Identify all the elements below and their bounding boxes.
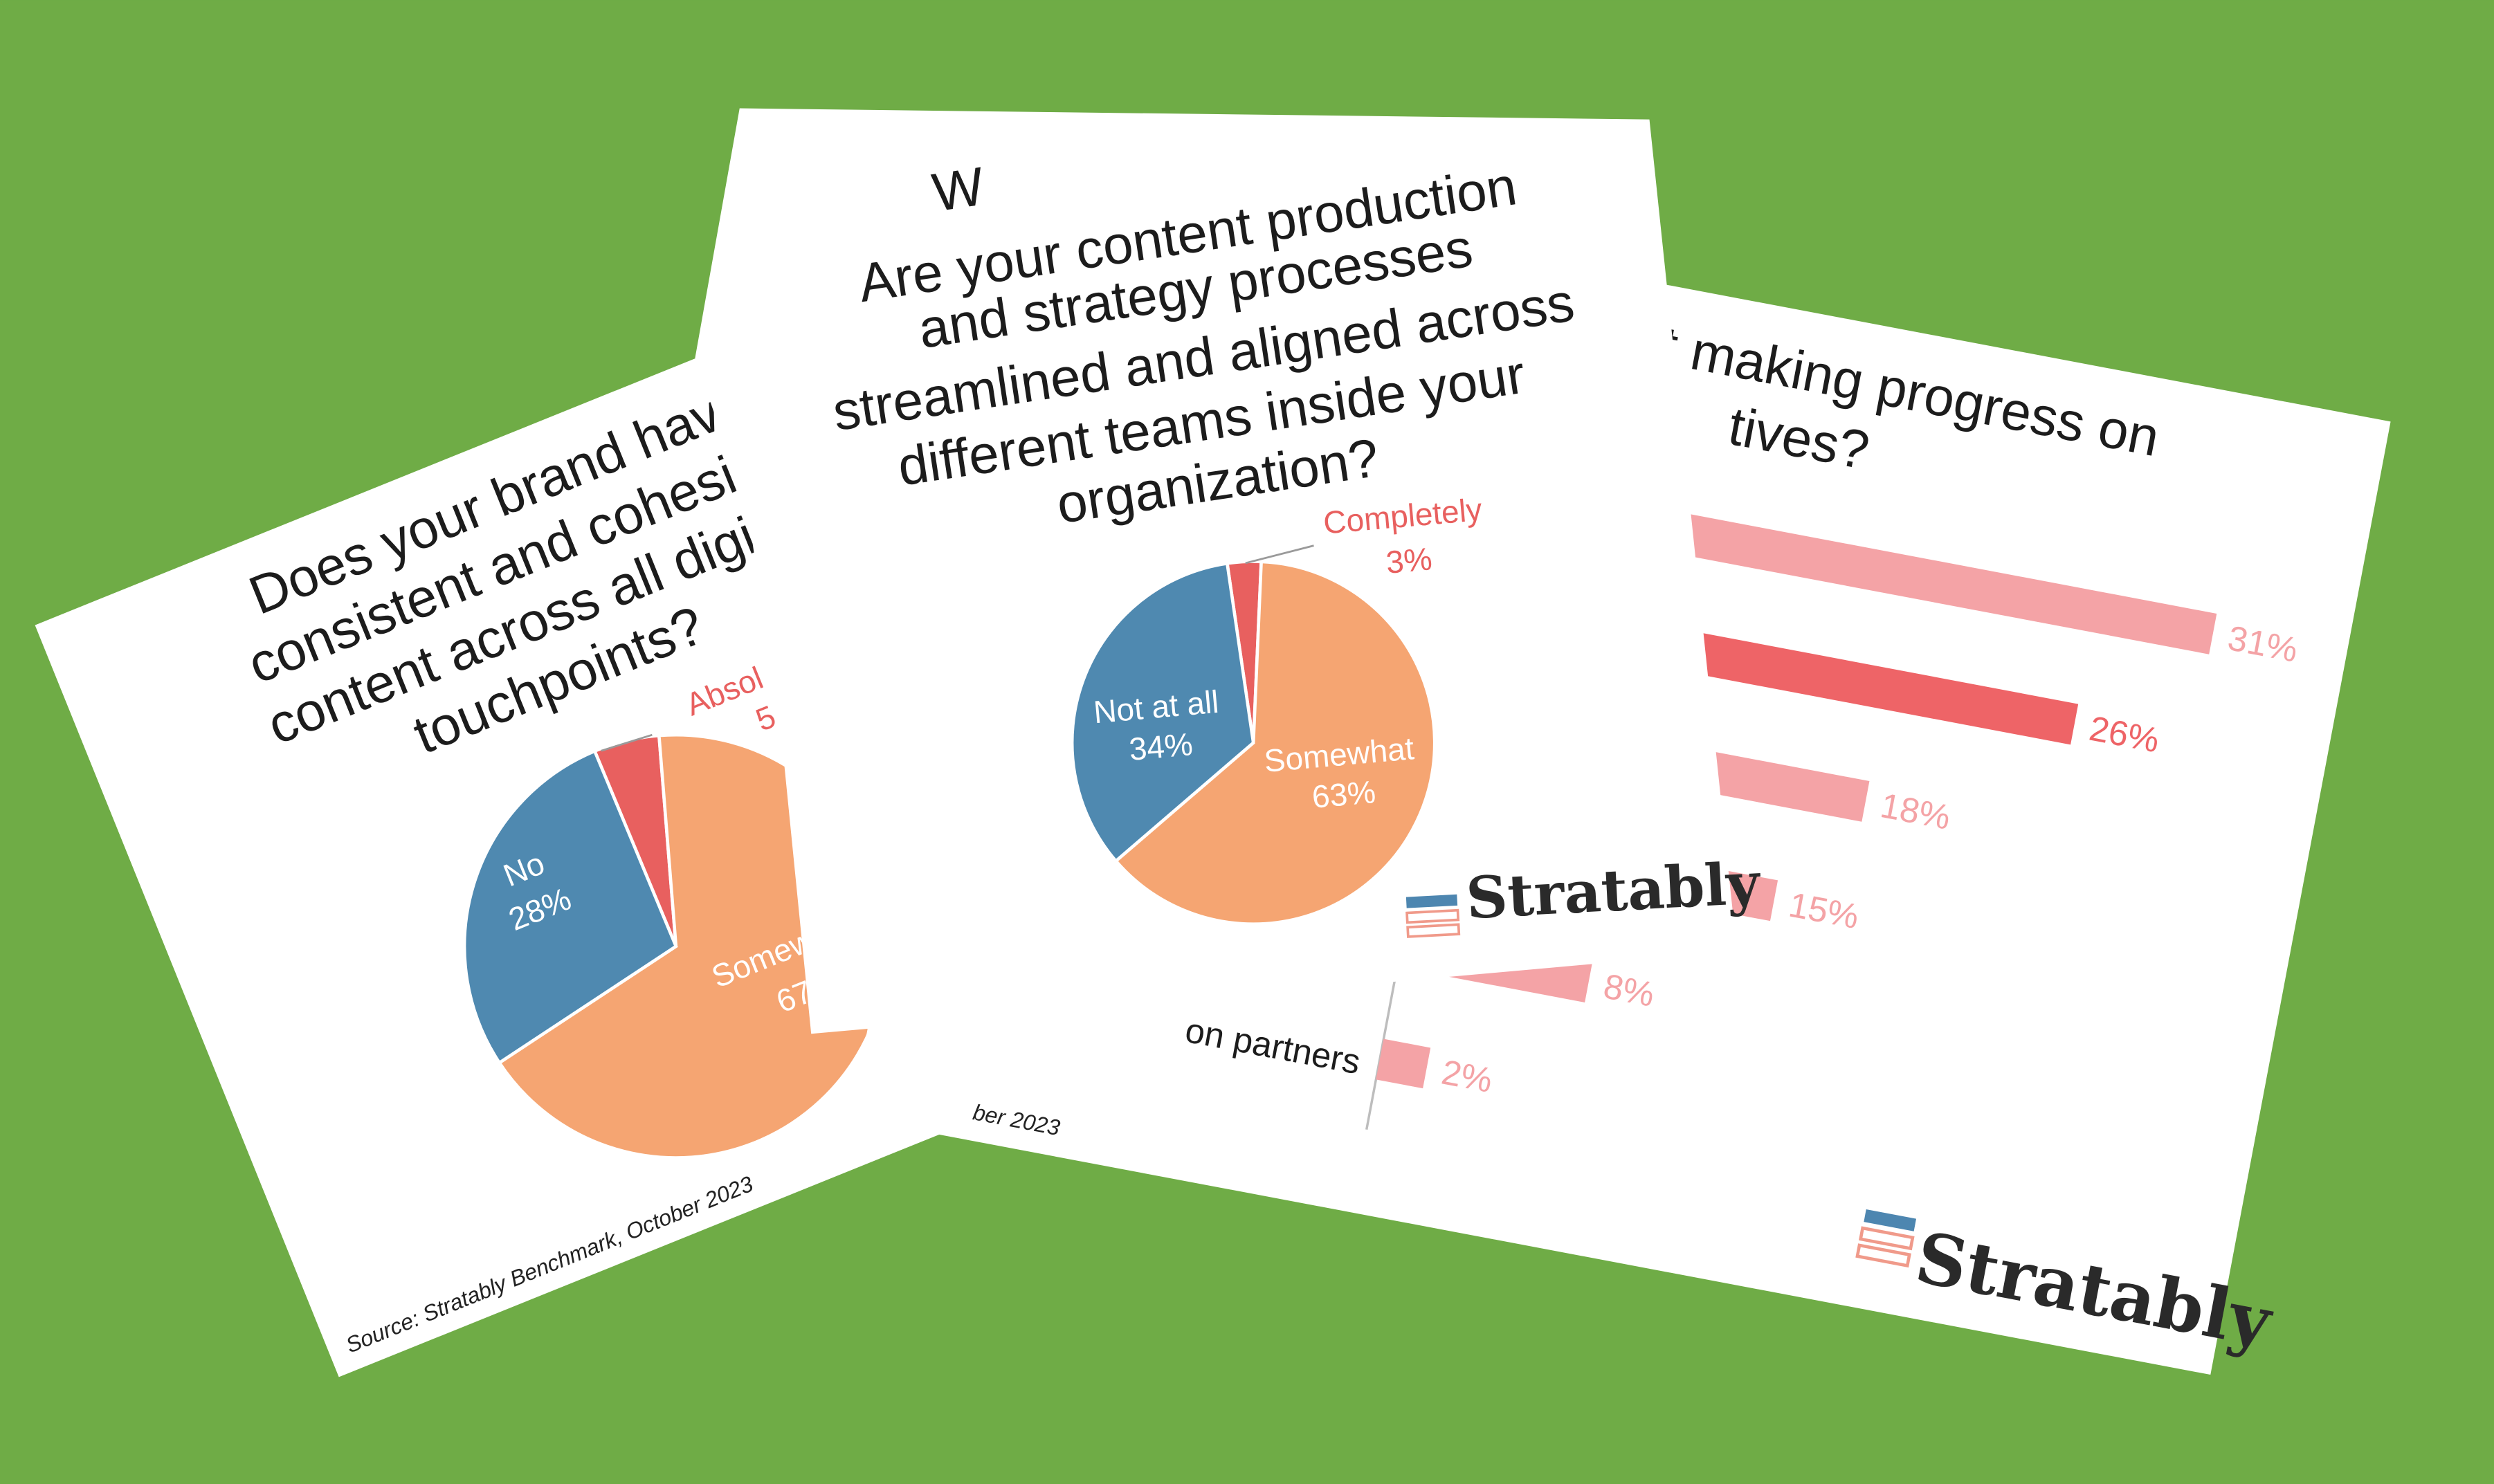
pie-slice [462, 749, 678, 1065]
logo-stripe [1406, 923, 1461, 938]
logo-stripe [1405, 908, 1460, 924]
logo-stripe [1864, 1209, 1917, 1231]
leader-line [1245, 544, 1314, 565]
slice-value: 3% [1385, 540, 1434, 580]
pie-slice [1070, 561, 1255, 863]
bar-value-label: 8% [1601, 966, 1657, 1014]
title-fragment: W [929, 156, 988, 223]
bar [1376, 1038, 1431, 1089]
logo-icon [1405, 894, 1461, 938]
slice-value: 63% [1311, 773, 1377, 815]
bar-value-label: 2% [1439, 1052, 1495, 1101]
logo-text: Stratably [1464, 849, 1763, 932]
logo-icon [1855, 1209, 1917, 1268]
leader-line [601, 733, 653, 752]
logo-stripe [1855, 1243, 1911, 1268]
pie-slice [1113, 560, 1437, 926]
logo-stripe [1858, 1226, 1915, 1251]
slice-value: 34% [1127, 726, 1194, 767]
logo-stripe [1405, 894, 1458, 908]
